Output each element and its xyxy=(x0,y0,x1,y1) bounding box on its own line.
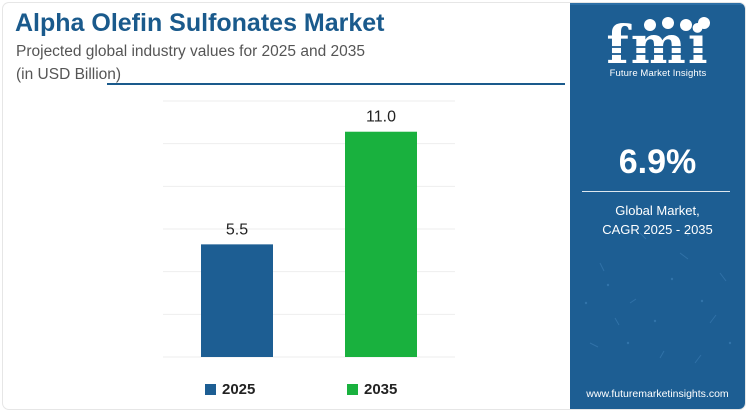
legend-label: 2035 xyxy=(364,381,398,398)
cagr-value: 6.9% xyxy=(618,143,697,181)
bar-chart: 5.5 11.0 xyxy=(163,100,455,358)
title-divider xyxy=(107,83,565,85)
legend-swatch xyxy=(205,384,216,395)
website-link[interactable]: www.futuremarketinsights.com xyxy=(586,388,729,400)
bar-2025 xyxy=(201,244,273,357)
logo-wordmark: fmi xyxy=(606,15,709,69)
fmi-logo: fmi Future Market Insights xyxy=(588,13,728,83)
panel-top-accent xyxy=(570,3,745,5)
panel-background-texture xyxy=(584,232,732,364)
chart-subtitle: Projected global industry values for 202… xyxy=(16,40,365,86)
bar-2035 xyxy=(345,131,417,357)
logo-bubble-icon xyxy=(662,17,674,29)
chart-title: Alpha Olefin Sulfonates Market xyxy=(15,9,385,37)
data-label-2035: 11.0 xyxy=(366,109,396,126)
panel-divider xyxy=(582,191,730,192)
chart-legend: 2025 2035 xyxy=(3,381,569,403)
cagr-label: Global Market, CAGR 2025 - 2035 xyxy=(570,201,745,239)
legend-label: 2025 xyxy=(222,381,256,398)
cagr-label-line-2: CAGR 2025 - 2035 xyxy=(602,222,713,237)
fmi-logo-mark: fmi xyxy=(606,15,710,76)
logo-bubble-icon xyxy=(644,19,656,31)
legend-item-2025: 2025 xyxy=(205,381,255,398)
subtitle-line-1: Projected global industry values for 202… xyxy=(16,43,365,60)
cagr-label-line-1: Global Market, xyxy=(615,203,700,218)
logo-bubble-icon xyxy=(698,17,710,29)
legend-item-2035: 2035 xyxy=(347,381,397,398)
data-label-2025: 5.5 xyxy=(226,221,248,238)
logo-bubble-icon xyxy=(680,19,692,31)
legend-swatch xyxy=(347,384,358,395)
subtitle-line-2: (in USD Billion) xyxy=(16,66,122,83)
logo-subtitle: Future Market Insights xyxy=(609,68,707,79)
side-panel: fmi Future Market Insights 6.9% Global M… xyxy=(570,3,745,409)
chart-card: Alpha Olefin Sulfonates Market Projected… xyxy=(3,3,745,409)
